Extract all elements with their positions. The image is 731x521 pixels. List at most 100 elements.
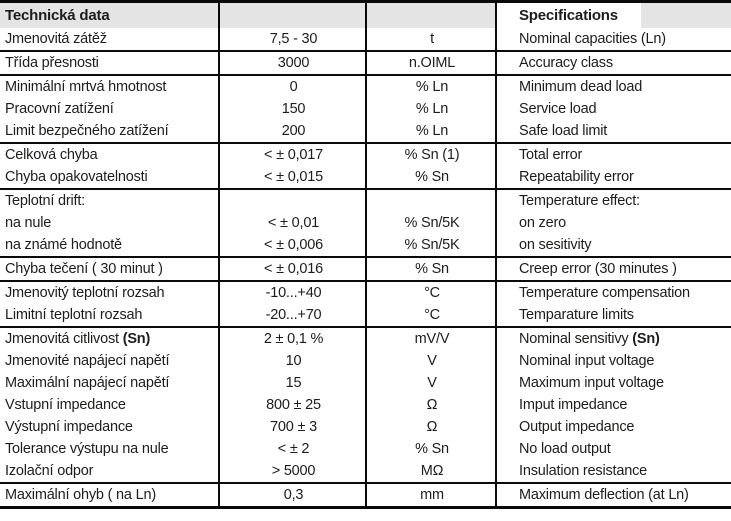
czech-label: Pracovní zatížení [5, 101, 114, 117]
czech-label: Jmenovitá zátěž [5, 31, 107, 47]
table-row: Celková chyba < ± 0,017 % Sn (1) Total e… [0, 144, 731, 166]
czech-label-cell: Izolační odpor [0, 460, 220, 482]
value-text: 3000 [277, 55, 310, 71]
english-label: Imput impedance [519, 397, 628, 413]
unit-cell: mV/V [367, 328, 497, 350]
czech-label: Jmenovitý teplotní rozsah [5, 285, 165, 301]
unit-text: % Sn/5K [404, 237, 460, 253]
table-row: na nule < ± 0,01 % Sn/5K on zero [0, 212, 731, 234]
czech-label: Limitní teplotní rozsah [5, 307, 143, 323]
value-cell: 200 [220, 120, 367, 142]
english-label: Nominal sensitivy [519, 331, 633, 347]
value-text: 0 [289, 79, 298, 95]
value-cell: < ± 2 [220, 438, 367, 460]
english-label-cell: Service load [497, 98, 731, 120]
english-label-cell: Insulation resistance [497, 460, 731, 482]
value-text: > 5000 [271, 463, 316, 479]
unit-cell: % Sn/5K [367, 212, 497, 234]
value-cell: < ± 0,017 [220, 144, 367, 166]
value-text: 800 ± 25 [266, 397, 321, 413]
czech-label: Minimální mrtvá hmotnost [5, 79, 167, 95]
czech-label-cell: Jmenovitý teplotní rozsah [0, 282, 220, 304]
english-label: Repeatability error [519, 169, 634, 185]
czech-label: Jmenovitá citlivost [5, 331, 123, 347]
unit-cell: % Sn [367, 166, 497, 188]
unit-cell: t [367, 28, 497, 50]
value-text: < ± 0,006 [264, 237, 323, 253]
value-cell: 0 [220, 76, 367, 98]
unit-cell: % Sn/5K [367, 234, 497, 256]
czech-label: Vstupní impedance [5, 397, 126, 413]
header-english-label: Specifications [519, 7, 618, 24]
value-cell: < ± 0,01 [220, 212, 367, 234]
unit-text: MΩ [420, 463, 444, 479]
value-cell: 3000 [220, 52, 367, 74]
czech-label: Celková chyba [5, 147, 98, 163]
column-divider-2 [365, 3, 367, 506]
english-label-cell: Imput impedance [497, 394, 731, 416]
czech-label-cell: Jmenovité napájecí napětí [0, 350, 220, 372]
czech-label-cell: na nule [0, 212, 220, 234]
unit-cell: % Sn [367, 438, 497, 460]
unit-cell: n.OIML [367, 52, 497, 74]
value-text: 700 ± 3 [270, 419, 317, 435]
english-label: Safe load limit [519, 123, 608, 139]
czech-label-cell: Minimální mrtvá hmotnost [0, 76, 220, 98]
english-label: Accuracy class [519, 55, 613, 71]
table-row: Minimální mrtvá hmotnost 0 % Ln Minimum … [0, 76, 731, 98]
english-label-cell: No load output [497, 438, 731, 460]
table-row: Teplotní drift: Temperature effect: [0, 190, 731, 212]
table-row: Jmenovitá citlivost (Sn) 2 ± 0,1 % mV/V … [0, 328, 731, 350]
english-label: No load output [519, 441, 611, 457]
czech-label: Limit bezpečného zatížení [5, 123, 169, 139]
value-cell: 7,5 - 30 [220, 28, 367, 50]
value-cell: 0,3 [220, 484, 367, 506]
value-cell: 150 [220, 98, 367, 120]
unit-text: % Ln [415, 79, 449, 95]
header-unit-cell [367, 3, 497, 28]
unit-cell: % Sn [367, 258, 497, 280]
english-label: Temperature compensation [519, 285, 690, 301]
unit-cell [367, 190, 497, 212]
spec-table: Technická data Specifications Jmenovitá … [0, 0, 731, 509]
column-divider-1 [218, 3, 220, 506]
english-label-cell: Safe load limit [497, 120, 731, 142]
unit-cell: °C [367, 304, 497, 326]
czech-label-cell: Třída přesnosti [0, 52, 220, 74]
table-row: Maximální napájecí napětí 15 V Maximum i… [0, 372, 731, 394]
unit-cell: V [367, 350, 497, 372]
value-text: < ± 0,015 [264, 169, 323, 185]
czech-label-cell: Vstupní impedance [0, 394, 220, 416]
czech-label: Výstupní impedance [5, 419, 133, 435]
english-label-cell: Maximum deflection (at Ln) [497, 484, 731, 506]
english-label-cell: Nominal input voltage [497, 350, 731, 372]
value-cell: -20...+70 [220, 304, 367, 326]
unit-cell: Ω [367, 416, 497, 438]
value-text: 10 [285, 353, 302, 369]
czech-label: Teplotní drift: [5, 193, 86, 209]
english-label: Nominal input voltage [519, 353, 655, 369]
czech-label-cell: Jmenovitá citlivost (Sn) [0, 328, 220, 350]
czech-label-cell: Jmenovitá zátěž [0, 28, 220, 50]
header-czech-title: Technická data [0, 3, 220, 28]
czech-label-cell: Chyba opakovatelnosti [0, 166, 220, 188]
unit-text: % Sn [415, 169, 449, 185]
czech-label: Chyba tečení ( 30 minut ) [5, 261, 163, 277]
english-label: Maximum deflection (at Ln) [519, 487, 689, 503]
unit-text: % Sn (1) [404, 147, 460, 163]
czech-label: Tolerance výstupu na nule [5, 441, 169, 457]
english-label-cell: Maximum input voltage [497, 372, 731, 394]
english-label-bold: (Sn) [632, 331, 660, 347]
czech-label-cell: Maximální ohyb ( na Ln) [0, 484, 220, 506]
value-cell: 700 ± 3 [220, 416, 367, 438]
table-header-row: Technická data Specifications [0, 3, 731, 28]
english-label-cell: Minimum dead load [497, 76, 731, 98]
czech-label-cell: Limitní teplotní rozsah [0, 304, 220, 326]
value-cell: < ± 0,006 [220, 234, 367, 256]
english-label-cell: on zero [497, 212, 731, 234]
czech-label-cell: Limit bezpečného zatížení [0, 120, 220, 142]
table-row: Tolerance výstupu na nule < ± 2 % Sn No … [0, 438, 731, 460]
unit-text: % Sn/5K [404, 215, 460, 231]
unit-text: t [430, 31, 434, 47]
unit-text: Ω [426, 397, 438, 413]
